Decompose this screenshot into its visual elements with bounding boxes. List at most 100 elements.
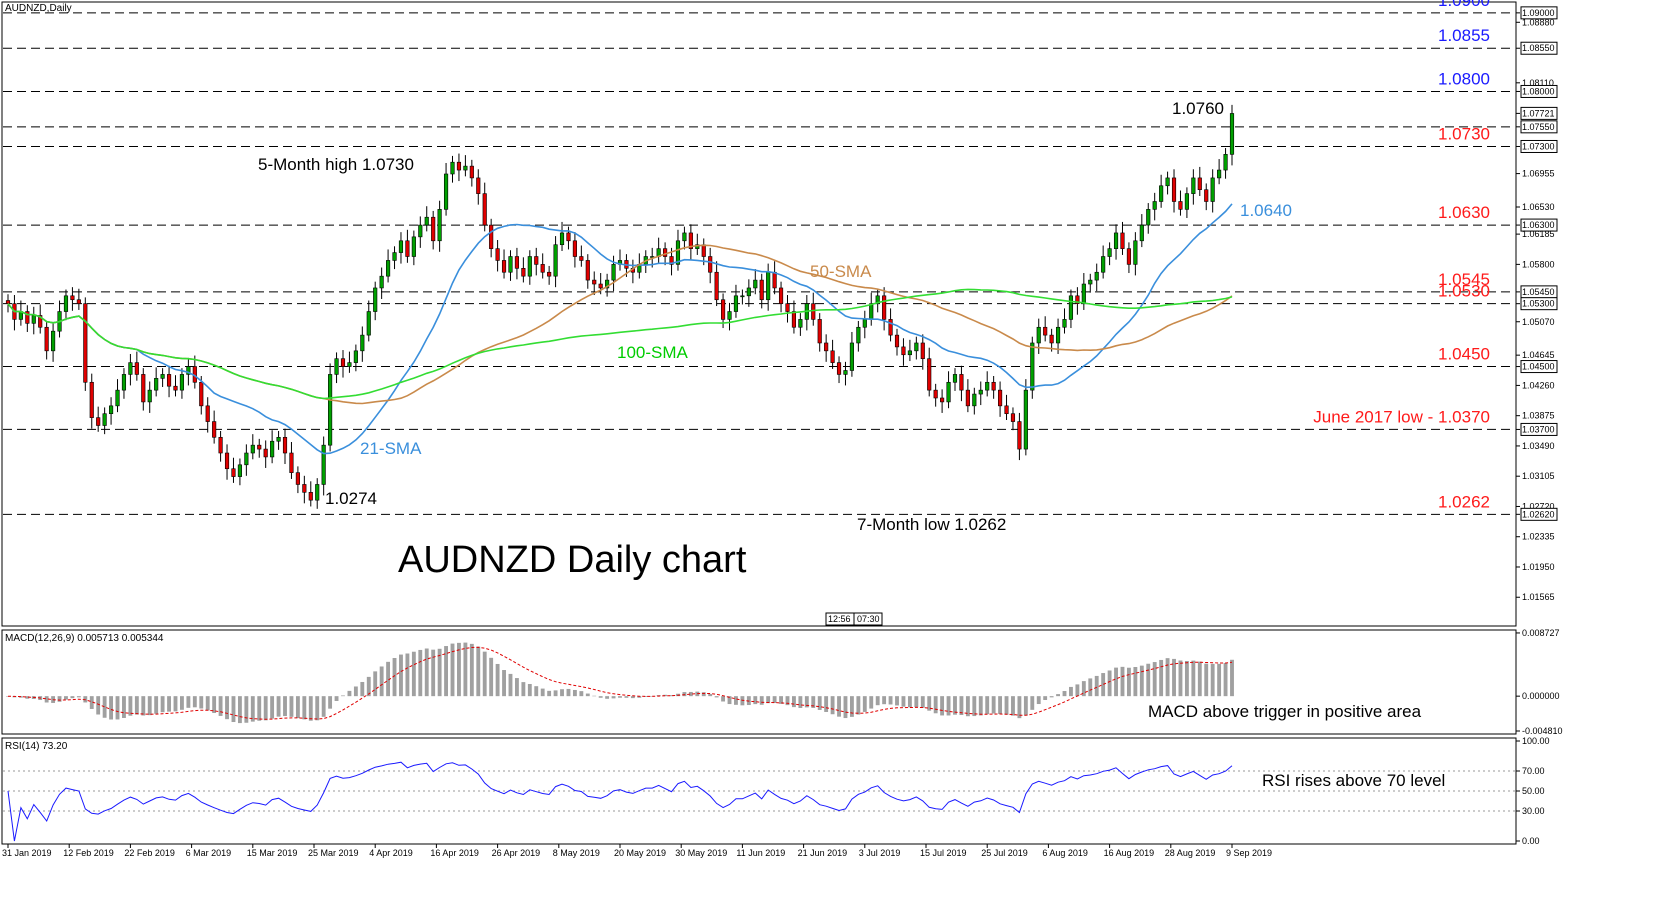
x-tick-label: 26 Apr 2019: [492, 848, 541, 858]
candle-body: [398, 240, 404, 253]
macd-bar: [418, 649, 423, 697]
price-tick-box: [1520, 507, 1558, 521]
candle-body: [263, 448, 268, 458]
candle: [121, 368, 127, 399]
macd-tick-label: -0.004810: [1522, 726, 1563, 736]
annotation-1-0274: 1.0274: [325, 489, 377, 508]
macd-bar: [502, 670, 506, 697]
macd-bar: [965, 696, 970, 717]
candle-body: [83, 303, 88, 383]
price-tick-box: [1520, 297, 1558, 311]
candle: [250, 434, 255, 460]
macd-bar: [560, 689, 564, 697]
rsi-tick-label: 0.00: [1522, 836, 1540, 846]
macd-bar: [527, 683, 532, 697]
candle-body: [328, 374, 333, 446]
candle: [237, 458, 242, 486]
macd-bar: [1088, 678, 1093, 697]
macd-bar: [405, 653, 410, 697]
macd-tick-label: 0.000000: [1522, 691, 1560, 701]
macd-annotation: MACD above trigger in positive area: [1148, 702, 1422, 721]
price-tick-label: 1.03875: [1522, 411, 1555, 421]
candle-body: [830, 350, 835, 363]
candle-body: [89, 381, 94, 418]
candle-body: [682, 232, 687, 242]
macd-bar: [1056, 694, 1060, 697]
macd-bar: [933, 696, 938, 714]
macd-bar: [302, 696, 307, 720]
macd-bar: [283, 696, 287, 717]
macd-bar: [218, 696, 223, 716]
candle-body: [1030, 342, 1035, 391]
candle-body: [70, 295, 75, 301]
candle: [1159, 174, 1164, 208]
level-label: 1.0800: [1438, 69, 1490, 88]
price-tick-label: 1.06955: [1522, 169, 1555, 179]
candle: [1178, 190, 1183, 216]
candle-body: [746, 287, 751, 297]
rsi-tick-label: 30.00: [1522, 806, 1545, 816]
candle-body: [901, 346, 906, 356]
level-label: 1.0630: [1438, 203, 1490, 222]
annotation-7-month-low: 7-Month low 1.0262: [857, 515, 1006, 534]
x-tick-label: 16 Apr 2019: [430, 848, 479, 858]
candle-body: [540, 264, 545, 273]
candle-body: [295, 472, 300, 485]
macd-bar: [244, 696, 249, 723]
candle-body: [521, 268, 526, 277]
macd-bar: [64, 696, 68, 700]
candle: [199, 375, 204, 415]
candle: [1210, 169, 1215, 213]
macd-bar: [875, 696, 880, 706]
macd-bar: [1049, 696, 1054, 698]
candle-body: [1049, 334, 1054, 344]
level-label: 1.0450: [1438, 345, 1490, 364]
level-label: 1.0730: [1438, 124, 1490, 143]
candle-body: [869, 303, 874, 320]
macd-bar: [1101, 673, 1106, 697]
candle: [128, 353, 133, 386]
macd-bar: [263, 696, 268, 721]
candle-body: [1023, 389, 1028, 450]
candle-body: [224, 452, 230, 470]
macd-bar: [817, 696, 822, 710]
candle-body: [920, 342, 925, 359]
candle-body: [1139, 224, 1144, 242]
candle: [1165, 171, 1170, 195]
macd-bar: [366, 676, 371, 697]
candle-body: [1178, 201, 1183, 210]
macd-layer: [6, 642, 1234, 724]
candle: [894, 328, 900, 356]
label-50-sma: 50-SMA: [810, 262, 872, 281]
macd-bar: [225, 696, 229, 720]
candle: [553, 236, 558, 288]
macd-bar: [1120, 666, 1125, 697]
candle: [1068, 289, 1074, 329]
macd-bar: [759, 696, 764, 705]
candle-body: [25, 311, 30, 324]
macd-bar: [386, 661, 391, 697]
macd-bar: [888, 696, 893, 705]
rsi-layer: [3, 761, 1515, 842]
candle-body: [985, 381, 990, 391]
candle-body: [5, 300, 11, 304]
candle-body: [63, 295, 69, 312]
candle: [405, 229, 410, 263]
candle: [714, 261, 719, 307]
candle-body: [476, 177, 481, 194]
price-tick-label: 1.08110: [1522, 78, 1554, 88]
price-tick-label: 1.04260: [1522, 380, 1555, 390]
x-tick-label: 25 Jul 2019: [981, 848, 1028, 858]
candle: [559, 221, 565, 252]
candle-body: [469, 165, 474, 179]
price-tick-label: 1.04500: [1522, 362, 1555, 372]
macd-bar: [978, 696, 983, 716]
macd-bar: [837, 696, 841, 717]
macd-bar: [70, 696, 75, 699]
macd-bar: [1114, 667, 1118, 697]
x-tick-label: 20 May 2019: [614, 848, 666, 858]
annotation-1-0760: 1.0760: [1172, 99, 1224, 118]
macd-bar: [585, 693, 590, 697]
candle: [489, 218, 494, 258]
macd-bar: [199, 696, 204, 709]
